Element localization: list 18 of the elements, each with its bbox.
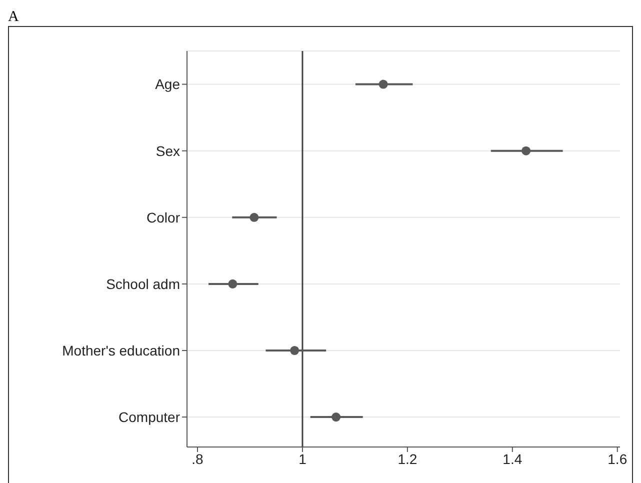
x-tick-label: .8 xyxy=(192,450,204,467)
y-tick-label: Sex xyxy=(156,142,180,159)
point xyxy=(378,80,388,89)
y-tick-label: Mother's education xyxy=(62,342,180,358)
text: A xyxy=(8,8,20,26)
point xyxy=(250,212,259,222)
point xyxy=(332,412,341,422)
y-tick-label: School adm xyxy=(106,276,180,292)
x-tick-label: 1.4 xyxy=(502,450,522,467)
y-tick-label: Computer xyxy=(118,409,180,426)
point xyxy=(290,346,300,355)
y-tick-label: Age xyxy=(155,76,180,92)
point xyxy=(522,146,531,156)
y-tick-label: Color xyxy=(146,209,180,226)
point xyxy=(228,279,238,288)
x-tick-label: 1.2 xyxy=(398,450,418,467)
x-tick-label: 1 xyxy=(298,450,307,467)
x-tick-label: 1.6 xyxy=(608,450,628,467)
